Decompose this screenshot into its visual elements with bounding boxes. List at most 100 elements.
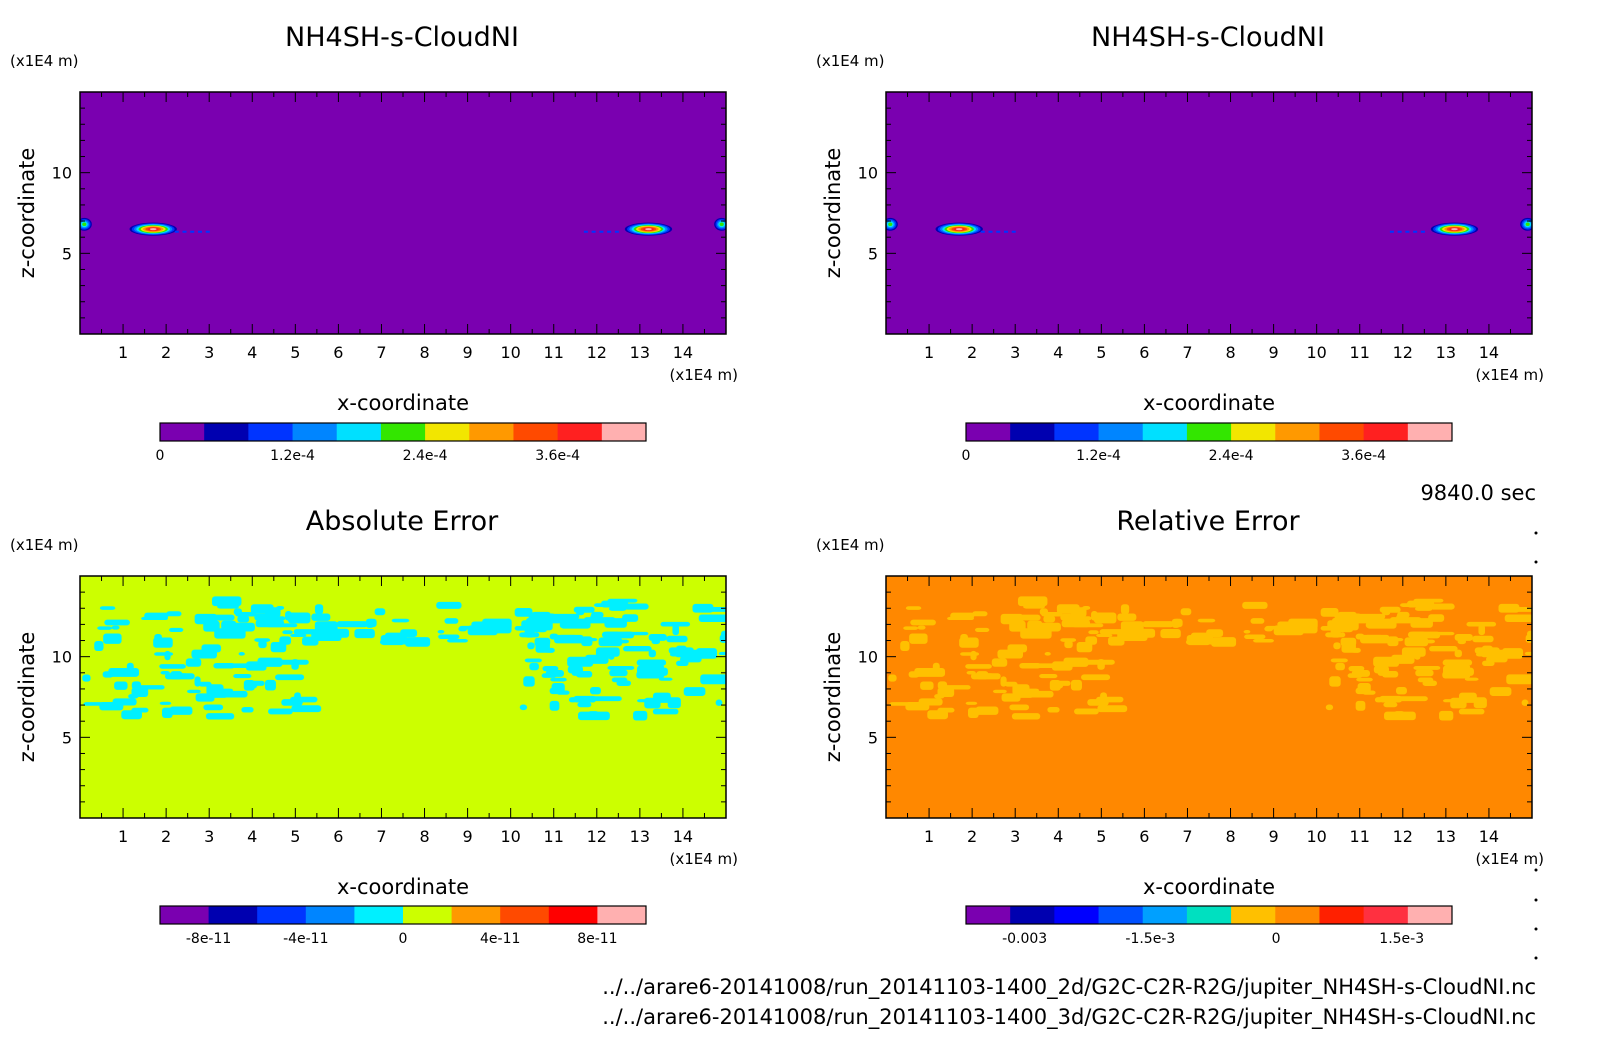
error-patch xyxy=(525,617,533,624)
error-patch xyxy=(254,638,271,642)
colorbar-swatch xyxy=(1319,906,1365,924)
error-patch xyxy=(1364,634,1384,641)
cloud-wisp xyxy=(988,230,993,233)
cloud-wisp xyxy=(1389,230,1394,233)
error-patch xyxy=(164,650,171,661)
colorbar-tick-label: 2.4e-4 xyxy=(1209,448,1254,464)
colorbar-swatch xyxy=(1363,906,1409,924)
error-patch xyxy=(653,692,671,703)
error-patch xyxy=(285,610,292,621)
error-patch xyxy=(180,673,188,678)
colorbar-swatch xyxy=(1186,423,1232,441)
x-tick-label: 12 xyxy=(587,343,607,362)
colorbar: 0 1.2e-4 2.4e-4 3.6e-4 xyxy=(156,422,647,464)
error-patch xyxy=(1082,605,1091,610)
error-patch xyxy=(1041,611,1063,617)
x-tick-label: 12 xyxy=(1393,343,1413,362)
error-patch xyxy=(648,633,667,641)
colorbar-tick-label: 0 xyxy=(399,931,408,947)
error-patch xyxy=(210,690,228,698)
error-patch xyxy=(1017,596,1048,607)
colorbar-swatch xyxy=(354,906,404,924)
x-axis-label: x-coordinate xyxy=(1143,391,1275,415)
error-patch xyxy=(559,621,591,629)
error-patch xyxy=(937,687,955,697)
y-axis-label: z-coordinate xyxy=(15,148,39,279)
error-patch xyxy=(965,701,978,705)
error-patch xyxy=(908,671,920,678)
error-patch xyxy=(250,604,274,614)
panels-group: NH4SH-s-CloudNI(x1E4 m)(x1E4 m)1 2 3 4 5 6 7 8 9… xyxy=(10,22,1544,947)
error-patch xyxy=(549,633,559,640)
x-tick-label: 7 xyxy=(1182,343,1192,362)
error-patch xyxy=(1355,633,1365,640)
error-patch xyxy=(192,653,215,658)
error-patch xyxy=(609,606,627,611)
error-patch xyxy=(609,669,628,677)
x-axis-label: x-coordinate xyxy=(337,875,469,899)
error-patch xyxy=(293,629,322,635)
error-patch xyxy=(888,674,897,682)
cloud-contour xyxy=(1451,228,1458,231)
error-patch xyxy=(1518,614,1532,619)
error-patch xyxy=(131,687,149,697)
error-patch xyxy=(636,671,665,679)
x-tick-label: 13 xyxy=(1436,827,1456,846)
error-patch xyxy=(1097,659,1105,670)
error-patch xyxy=(944,685,971,690)
error-patch xyxy=(1506,674,1532,685)
error-patch xyxy=(405,637,431,647)
x-tick-label: 7 xyxy=(376,827,386,846)
cloud-wisp xyxy=(205,230,210,233)
error-patch xyxy=(1348,665,1365,672)
error-patch xyxy=(1331,617,1339,624)
colorbar-swatch xyxy=(305,906,355,924)
x-tick-label: 12 xyxy=(587,827,607,846)
x-tick-label: 10 xyxy=(1306,343,1326,362)
error-patch xyxy=(527,642,535,650)
error-patch xyxy=(1056,604,1080,614)
error-patch xyxy=(1486,656,1508,663)
x-tick-label: 5 xyxy=(1096,827,1106,846)
error-patch xyxy=(573,695,597,703)
error-patch xyxy=(131,707,149,713)
error-patch xyxy=(1526,630,1532,638)
error-patch xyxy=(1489,687,1512,696)
colorbar-swatch xyxy=(548,906,598,924)
error-patch xyxy=(1060,638,1077,642)
error-patch xyxy=(541,673,557,678)
error-patch xyxy=(905,701,930,711)
error-patch xyxy=(652,708,679,715)
cloud-contour xyxy=(719,222,724,227)
chart-title: Absolute Error xyxy=(306,506,499,537)
error-patch xyxy=(523,676,535,687)
error-patch xyxy=(624,603,649,610)
error-patch xyxy=(1377,666,1387,676)
colorbar-swatch xyxy=(380,423,426,441)
error-patch xyxy=(1099,629,1128,635)
error-patch xyxy=(1120,604,1130,615)
error-patch xyxy=(365,618,375,628)
error-patch xyxy=(1250,618,1265,624)
error-patch xyxy=(577,702,592,708)
error-patch xyxy=(549,700,560,711)
error-patch xyxy=(198,681,212,687)
colorbar-swatch xyxy=(257,906,307,924)
error-patch xyxy=(108,668,140,677)
error-patch xyxy=(1458,708,1485,715)
error-patch xyxy=(281,699,303,706)
error-patch xyxy=(1072,623,1104,628)
colorbar-tick-label: 0 xyxy=(1272,931,1281,947)
field-background xyxy=(80,92,726,334)
plot-area xyxy=(886,576,1532,818)
error-patch xyxy=(1001,693,1021,702)
y-tick-label: 5 xyxy=(868,728,878,747)
error-patch xyxy=(1407,631,1427,638)
error-patch xyxy=(1171,618,1181,628)
error-patch xyxy=(514,607,533,617)
colorbar-swatch xyxy=(1142,423,1188,441)
error-patch xyxy=(185,658,202,667)
error-patch xyxy=(529,662,539,671)
error-patch xyxy=(111,625,120,630)
x-tick-label: 8 xyxy=(419,343,429,362)
